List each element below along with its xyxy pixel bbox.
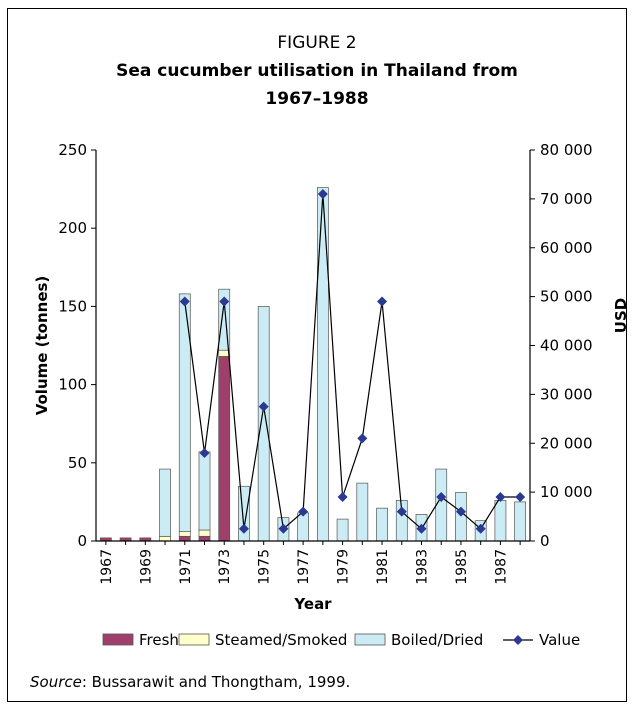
x-tick-label: 1979 <box>336 549 352 585</box>
left-tick-label: 200 <box>58 219 87 237</box>
value-point-1974 <box>238 523 249 534</box>
legend-label-value: Value <box>539 631 580 649</box>
figure-label: FIGURE 2 <box>277 33 357 53</box>
bar-boiled-dried-1987 <box>494 499 507 542</box>
bar-boiled-dried-1973 <box>218 288 231 351</box>
bar-boiled-dried-1975 <box>257 306 270 542</box>
legend-swatch-boiled-dried <box>354 633 386 646</box>
value-point-1976 <box>278 523 289 534</box>
source-text: : Bussarawit and Thongtham, 1999. <box>81 673 351 691</box>
value-point-1973 <box>219 296 230 307</box>
bar-boiled-dried-1970 <box>159 468 171 537</box>
left-tick-label: 150 <box>58 297 87 315</box>
chart-title-line1: Sea cucumber utilisation in Thailand fro… <box>116 61 518 81</box>
x-tick-label: 1983 <box>415 549 431 585</box>
bar-boiled-dried-1984 <box>435 468 448 542</box>
x-tick-label: 1985 <box>454 549 470 585</box>
x-tick-label: 1981 <box>375 549 391 585</box>
value-point-1986 <box>475 523 486 534</box>
legend-label-boiled-dried: Boiled/Dried <box>391 631 483 649</box>
left-tick-label: 50 <box>68 454 87 472</box>
value-point-1987 <box>495 492 506 503</box>
value-point-1972 <box>199 448 210 459</box>
bar-fresh-1972 <box>198 535 211 542</box>
x-tick-label: 1977 <box>296 549 312 585</box>
value-line <box>184 193 521 530</box>
right-tick-label: 20 000 <box>540 434 593 452</box>
bar-boiled-dried-1981 <box>376 507 388 542</box>
value-point-1979 <box>337 492 348 503</box>
bar-fresh-1973 <box>218 356 231 542</box>
y-axis-title: Volume (tonnes) <box>33 276 51 416</box>
x-tick-label: 1975 <box>257 549 273 585</box>
x-tick-label: 1971 <box>178 549 194 585</box>
chart-title-line2: 1967–1988 <box>265 89 369 109</box>
x-axis-title: Year <box>293 595 332 613</box>
right-tick-label: 50 000 <box>540 288 593 306</box>
bar-boiled-dried-1988 <box>514 501 527 542</box>
bar-steamed-smoked-1970 <box>159 535 171 542</box>
legend-swatch-fresh <box>102 633 134 646</box>
right-tick-label: 10 000 <box>540 483 593 501</box>
right-tick-label: 80 000 <box>540 141 593 159</box>
bar-steamed-smoked-1972 <box>198 529 211 537</box>
value-point-1983 <box>416 523 427 534</box>
bar-steamed-smoked-1971 <box>178 531 191 537</box>
x-tick-label: 1973 <box>217 549 233 585</box>
legend-label-steamed-smoked: Steamed/Smoked <box>215 631 347 649</box>
right-tick-label: 70 000 <box>540 190 593 208</box>
value-point-1975 <box>258 401 269 412</box>
bar-boiled-dried-1977 <box>297 512 310 542</box>
left-tick-label: 100 <box>58 376 87 394</box>
bar-fresh-1971 <box>178 535 191 542</box>
bar-boiled-dried-1978 <box>316 187 329 542</box>
value-point-1982 <box>396 506 407 517</box>
value-point-1988 <box>515 492 526 503</box>
right-tick-label: 30 000 <box>540 385 593 403</box>
value-point-1981 <box>377 296 388 307</box>
bar-boiled-dried-1972 <box>198 451 211 531</box>
value-point-1985 <box>455 506 466 517</box>
x-tick-label: 1969 <box>138 549 154 585</box>
legend-swatch-steamed-smoked <box>178 633 210 646</box>
source-note: Source: Bussarawit and Thongtham, 1999. <box>30 673 350 691</box>
legend-marker-value <box>512 634 524 646</box>
x-tick-label: 1967 <box>99 549 115 585</box>
legend-label-fresh: Fresh <box>139 631 179 649</box>
value-point-1978 <box>317 188 328 199</box>
right-tick-label: 0 <box>540 532 550 550</box>
source-prefix: Source <box>30 673 82 691</box>
x-tick-label: 1987 <box>493 549 509 585</box>
value-point-1980 <box>357 433 368 444</box>
bar-boiled-dried-1979 <box>336 518 349 542</box>
left-tick-label: 250 <box>58 141 87 159</box>
bar-boiled-dried-1980 <box>356 482 369 542</box>
bar-boiled-dried-1985 <box>455 492 467 542</box>
value-point-1977 <box>298 506 309 517</box>
y2-axis-title: USD <box>612 298 630 333</box>
value-point-1971 <box>179 296 190 307</box>
right-tick-label: 60 000 <box>540 239 593 257</box>
value-point-1984 <box>436 492 447 503</box>
left-tick-label: 0 <box>77 532 87 550</box>
right-tick-label: 40 000 <box>540 337 593 355</box>
bar-boiled-dried-1971 <box>178 293 191 532</box>
